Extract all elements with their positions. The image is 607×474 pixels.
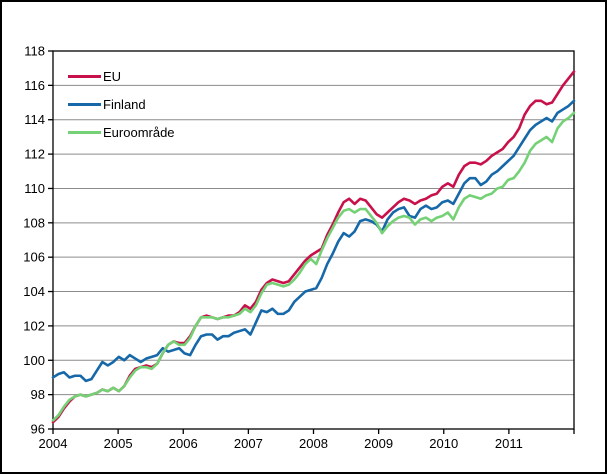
series-line-finland xyxy=(51,99,576,383)
y-tick-label: 98 xyxy=(31,387,45,402)
x-tick-label: 2009 xyxy=(364,436,393,451)
x-tick-label: 2004 xyxy=(39,436,68,451)
y-tick-label: 116 xyxy=(24,78,45,93)
y-tick-label: 110 xyxy=(24,181,45,196)
legend-item-eu: EU xyxy=(68,62,175,90)
y-tick-label: 106 xyxy=(23,250,45,265)
eu-line-swatch-icon xyxy=(68,74,101,78)
legend-label-eu: EU xyxy=(103,68,122,84)
x-tick-label: 2011 xyxy=(495,436,523,451)
y-tick-label: 102 xyxy=(23,318,45,333)
y-tick-label: 114 xyxy=(24,112,45,127)
legend-label-euroomrade: Euroområde xyxy=(103,124,175,140)
legend-item-euroomrade: Euroområde xyxy=(68,118,175,146)
x-tick-label: 2007 xyxy=(234,436,263,451)
y-tick-label: 108 xyxy=(23,215,45,230)
legend-item-finland: Finland xyxy=(68,90,175,118)
x-tick-label: 2005 xyxy=(104,436,133,451)
x-tick-label: 2008 xyxy=(299,436,328,451)
finland-line-swatch-icon xyxy=(68,102,101,106)
series-line-euroomr-de xyxy=(51,111,576,422)
y-tick-label: 104 xyxy=(23,284,45,299)
y-tick-label: 100 xyxy=(23,353,45,368)
y-tick-label: 96 xyxy=(31,422,45,437)
y-tick-label: 112 xyxy=(24,147,45,162)
legend: EU Finland Euroområde xyxy=(68,62,175,146)
x-tick-label: 2006 xyxy=(169,436,198,451)
euroomrade-line-swatch-icon xyxy=(68,130,101,134)
x-tick-label: 2010 xyxy=(429,436,458,451)
y-tick-label: 118 xyxy=(24,44,45,59)
legend-label-finland: Finland xyxy=(103,96,146,112)
